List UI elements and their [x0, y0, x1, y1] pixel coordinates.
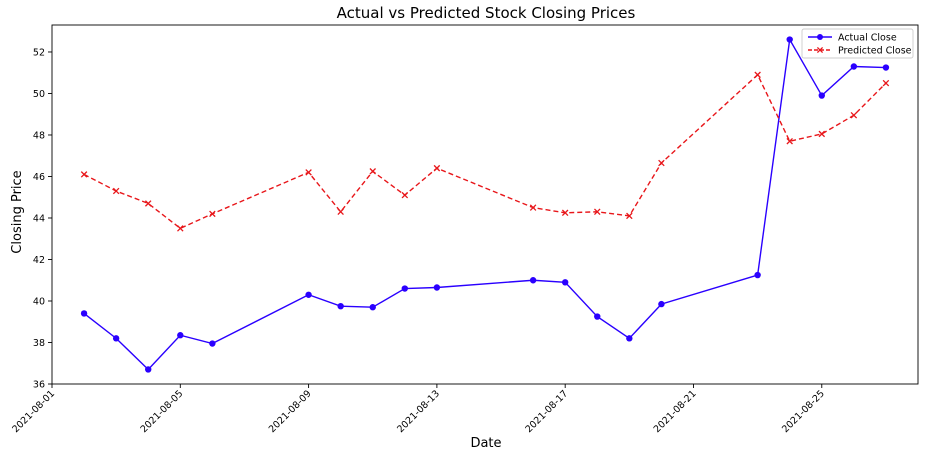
- x-tick-label: 2021-08-25: [780, 388, 827, 435]
- data-point-predicted: [401, 191, 409, 199]
- legend: Actual Close Predicted Close: [801, 28, 914, 59]
- x-tick-label: 2021-08-05: [139, 388, 186, 435]
- y-tick-label: 50: [33, 89, 45, 100]
- data-point-predicted: [882, 79, 890, 87]
- data-point-actual: [594, 313, 601, 320]
- data-point-actual: [305, 291, 312, 298]
- y-tick-label: 44: [33, 213, 45, 224]
- series-line-1: [83, 37, 886, 371]
- data-point-predicted: [433, 164, 441, 172]
- y-tick-label: 40: [33, 296, 45, 307]
- data-point-predicted: [144, 200, 152, 207]
- x-tick-label: 2021-08-17: [523, 388, 570, 435]
- data-point-actual: [209, 340, 216, 347]
- data-point-actual: [337, 302, 344, 310]
- x-axis-title: Date: [470, 436, 501, 451]
- data-point-predicted: [658, 159, 665, 167]
- data-point-predicted: [209, 210, 216, 218]
- data-point-actual: [177, 332, 184, 339]
- data-point-predicted: [754, 71, 761, 79]
- data-point-actual: [626, 335, 633, 342]
- data-point-actual: [818, 92, 825, 99]
- data-point-actual: [369, 304, 376, 311]
- data-point-actual: [561, 279, 569, 286]
- x-tick-label: 2021-08-09: [267, 388, 314, 435]
- x-tick-label: 2021-08-21: [652, 388, 699, 435]
- data-point-predicted: [561, 209, 569, 217]
- data-point-predicted: [626, 212, 633, 220]
- y-axis-title: Closing Price: [10, 170, 25, 253]
- data-point-predicted: [529, 204, 537, 211]
- data-point-actual: [850, 63, 858, 70]
- data-point-predicted: [593, 208, 601, 216]
- y-tick-label: 36: [33, 380, 45, 391]
- plot-area: 36 38 40 42 44 46 48 50 52 2021-08-01 2021-08-05 20…: [10, 24, 919, 435]
- data-point-predicted: [337, 208, 344, 216]
- legend-marker-actual: [817, 34, 823, 40]
- legend-marker-predicted: [816, 46, 824, 54]
- data-point-actual: [80, 310, 88, 317]
- data-point-predicted: [80, 171, 88, 178]
- y-tick-label: 46: [33, 172, 45, 183]
- series-line-2: [83, 73, 887, 230]
- data-point-actual: [882, 64, 890, 71]
- plot-frame: [51, 24, 919, 385]
- data-point-actual: [529, 277, 537, 284]
- data-point-actual: [145, 366, 152, 373]
- data-point-predicted: [369, 168, 377, 175]
- data-point-predicted: [177, 225, 184, 232]
- y-tick-label: 48: [33, 130, 45, 141]
- data-point-predicted: [305, 169, 312, 176]
- legend-label-1: Actual Close: [838, 32, 897, 43]
- data-point-predicted: [818, 130, 826, 138]
- data-point-actual: [754, 271, 761, 279]
- data-point-actual: [401, 285, 409, 292]
- data-point-actual: [433, 284, 441, 291]
- data-point-predicted: [850, 112, 858, 119]
- data-point-actual: [786, 36, 793, 43]
- y-tick-label: 52: [33, 47, 45, 58]
- x-tick-label: 2021-08-13: [395, 388, 442, 435]
- y-tick-label: 38: [33, 338, 45, 349]
- x-tick-label: 2021-08-01: [10, 388, 57, 435]
- legend-label-2: Predicted Close: [838, 45, 912, 56]
- chart-title: Actual vs Predicted Stock Closing Prices: [337, 4, 636, 22]
- data-point-predicted: [112, 187, 120, 195]
- data-point-actual: [112, 335, 120, 342]
- data-point-predicted: [786, 137, 793, 145]
- legend-box: [801, 28, 914, 59]
- data-point-actual: [658, 300, 665, 308]
- y-tick-label: 42: [33, 255, 45, 266]
